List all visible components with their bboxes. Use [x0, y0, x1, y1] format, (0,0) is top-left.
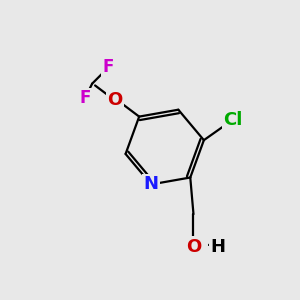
Text: Cl: Cl [223, 111, 242, 129]
Text: O: O [186, 238, 201, 256]
Text: O: O [107, 91, 123, 109]
Text: F: F [79, 89, 91, 107]
Text: H: H [210, 238, 225, 256]
Text: ·: · [206, 237, 212, 256]
Text: F: F [103, 58, 114, 76]
Text: N: N [144, 176, 159, 194]
